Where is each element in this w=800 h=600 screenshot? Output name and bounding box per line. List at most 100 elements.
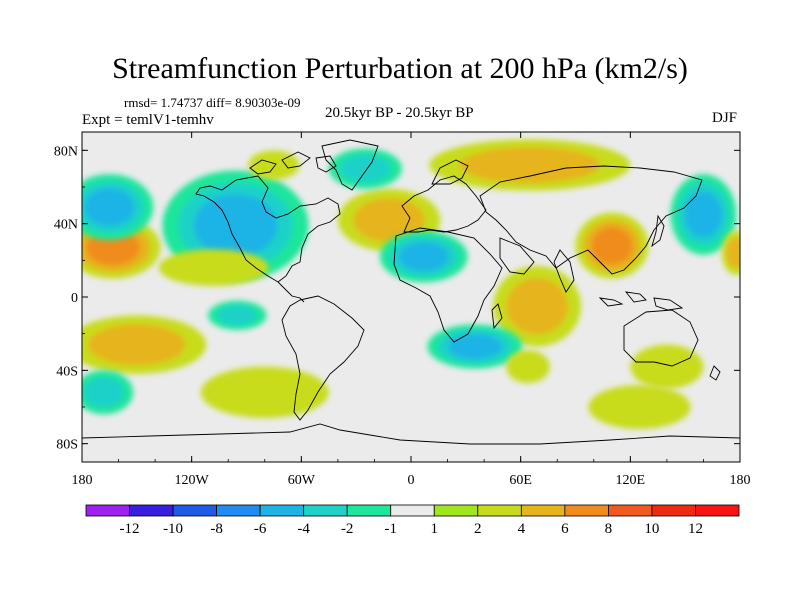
region-east-pacific-negative — [670, 174, 737, 255]
region-eurasia-arctic-positive — [429, 139, 631, 191]
contour-level — [398, 241, 449, 272]
colorbar-label: 8 — [605, 521, 613, 537]
region-asia-positive — [575, 212, 649, 279]
colorbar-label: 6 — [561, 521, 569, 537]
contour-level — [88, 324, 186, 366]
contour-level — [84, 188, 135, 227]
contour-level — [200, 366, 329, 419]
y-tick-label: 40S — [56, 364, 78, 379]
colorbar: -12 -10 -8 -6 -4 -2 -1 1 2 4 6 8 10 12 — [85, 504, 740, 537]
coastline-asia — [479, 165, 703, 275]
colorbar-box — [390, 504, 435, 517]
coastline-new-zealand — [709, 365, 721, 381]
colorbar-box — [608, 504, 653, 517]
y-tick-label: 80S — [56, 438, 78, 453]
coastline-africa — [393, 227, 503, 343]
colorbar-box — [346, 504, 392, 517]
contour-level — [506, 350, 550, 384]
contour-level — [459, 147, 601, 183]
contour-regions — [82, 139, 740, 429]
x-axis: 180 120W 60W 0 60E 120E 180 — [72, 132, 751, 488]
region-north-pacific-negative — [82, 174, 154, 241]
colorbar-label: -12 — [120, 521, 140, 537]
region-far-east-pacific-positive — [721, 231, 740, 275]
contour-level — [447, 333, 503, 360]
colorbar-label: -2 — [341, 521, 354, 537]
region-drake-passage-positive — [200, 366, 329, 419]
colorbar-label: 12 — [688, 521, 703, 537]
colorbar-label: -10 — [163, 521, 183, 537]
x-tick-label: 0 — [408, 473, 415, 488]
contour-level — [158, 249, 269, 286]
contour-level — [193, 194, 278, 257]
colorbar-label: 10 — [644, 521, 659, 537]
contour-level — [216, 305, 258, 326]
colorbar-box — [695, 504, 740, 517]
region-greenland-negative — [328, 148, 402, 189]
colorbar-label: -8 — [210, 521, 223, 537]
coastline-india — [553, 249, 575, 293]
coastline-scandinavia — [431, 159, 469, 185]
x-tick-label: 180 — [730, 473, 751, 488]
coastline-arctic-islands — [249, 151, 337, 175]
colorbar-label: 1 — [431, 521, 439, 537]
x-tick-label: 60E — [509, 473, 532, 488]
x-tick-label: 60W — [288, 473, 316, 488]
x-tick-label: 120E — [616, 473, 646, 488]
region-africa-negative — [379, 230, 468, 283]
colorbar-box — [651, 504, 696, 517]
y-tick-label: 40N — [54, 218, 78, 233]
region-south-atlantic-negative — [427, 324, 523, 369]
contour-level — [630, 344, 704, 389]
experiment-annotation: Expt = temlV1-temhv — [82, 112, 214, 128]
contour-level — [353, 198, 425, 242]
colorbar-box — [433, 504, 479, 517]
coastline-indonesia — [598, 291, 684, 311]
colorbar-label: 2 — [474, 521, 482, 537]
period-annotation: 20.5kyr BP - 20.5kyr BP — [325, 105, 474, 121]
coastline-australia — [623, 309, 699, 367]
contour-level — [83, 376, 125, 408]
coastline-arabia — [499, 237, 535, 275]
contour-level — [506, 277, 568, 335]
colorbar-label: 4 — [518, 521, 526, 537]
colorbar-box — [477, 504, 522, 517]
y-tick-label: 80N — [54, 144, 78, 159]
region-indian-ocean-positive — [493, 265, 581, 347]
contour-level — [684, 191, 723, 238]
colorbar-box — [172, 504, 217, 517]
colorbar-label: -6 — [254, 521, 267, 537]
region-southern-ocean-negative — [82, 370, 134, 415]
coastline-north-america — [195, 175, 341, 283]
contour-level — [588, 385, 691, 429]
region-southern-indian-ocean-positive — [588, 385, 691, 429]
chart-title: Streamfunction Perturbation at 200 hPa (… — [112, 52, 688, 85]
colorbar-box — [259, 504, 305, 517]
coastline-madagascar — [491, 303, 503, 330]
x-tick-label: 180 — [72, 473, 93, 488]
region-south-pacific-positive — [82, 315, 207, 374]
region-south-australia-positive — [630, 344, 704, 389]
region-central-pacific-positive — [158, 249, 269, 286]
contour-level — [591, 226, 633, 265]
rmsd-annotation: rmsd= 1.74737 diff= 8.90303e-09 — [124, 95, 301, 110]
contour-level — [339, 154, 391, 183]
colorbar-label: -1 — [384, 521, 397, 537]
region-south-america-negative — [208, 300, 267, 331]
coastlines — [82, 139, 740, 445]
colorbar-box — [520, 504, 566, 517]
colorbar-box — [564, 504, 609, 517]
coastline-greenland — [321, 139, 379, 191]
coastline-south-america — [281, 295, 365, 421]
colorbar-box — [216, 504, 261, 517]
colorbar-box — [85, 504, 130, 517]
coastline-europe — [401, 175, 487, 233]
coastline-japan — [651, 214, 665, 248]
colorbar-box — [303, 504, 348, 517]
season-annotation: DJF — [712, 110, 738, 126]
colorbar-label: -4 — [297, 521, 310, 537]
contour-level — [726, 237, 740, 269]
colorbar-box — [129, 504, 174, 517]
y-tick-label: 0 — [71, 291, 78, 306]
